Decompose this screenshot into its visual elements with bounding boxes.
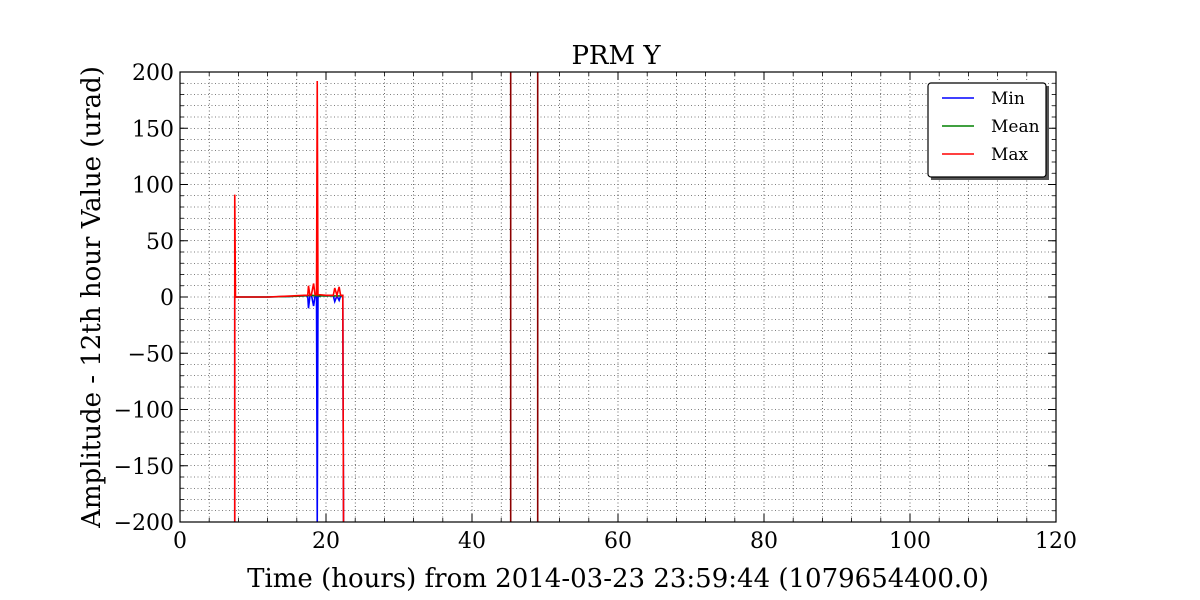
series-line-max: [233, 80, 345, 522]
chart-title: PRM Y: [571, 41, 661, 71]
x-tick-label: 80: [750, 529, 778, 554]
y-tick-label: 150: [132, 117, 174, 142]
legend-label-mean: Mean: [991, 117, 1040, 137]
x-tick-label: 40: [458, 529, 486, 554]
y-tick-label: 200: [132, 61, 174, 86]
legend-label-min: Min: [991, 89, 1025, 109]
x-tick-label: 0: [173, 529, 187, 554]
x-tick-label: 20: [312, 529, 340, 554]
y-tick-label: −100: [114, 399, 174, 424]
y-axis-label: Amplitude - 12th hour Value (urad): [77, 66, 107, 529]
series-line-min: [233, 293, 345, 522]
x-tick-label: 100: [889, 529, 931, 554]
legend-label-max: Max: [991, 145, 1029, 165]
legend: Min Mean Max: [927, 82, 1049, 180]
y-tick-label: −150: [114, 455, 174, 480]
plot-area: [233, 72, 539, 522]
tick-labels: 0 20 40 60 80 100 120 −200 −150 −100 −50 0 50 100 150 2…: [114, 61, 1077, 554]
y-tick-label: −200: [114, 511, 174, 536]
y-tick-label: 100: [132, 174, 174, 199]
x-tick-label: 60: [604, 529, 632, 554]
y-tick-label: 0: [160, 286, 174, 311]
x-axis-label: Time (hours) from 2014-03-23 23:59:44 (1…: [247, 564, 989, 594]
y-tick-label: −50: [128, 342, 174, 367]
grid: [180, 72, 1056, 522]
x-tick-label: 120: [1035, 529, 1077, 554]
y-tick-label: 50: [146, 230, 174, 255]
tick-marks: [179, 71, 1057, 523]
